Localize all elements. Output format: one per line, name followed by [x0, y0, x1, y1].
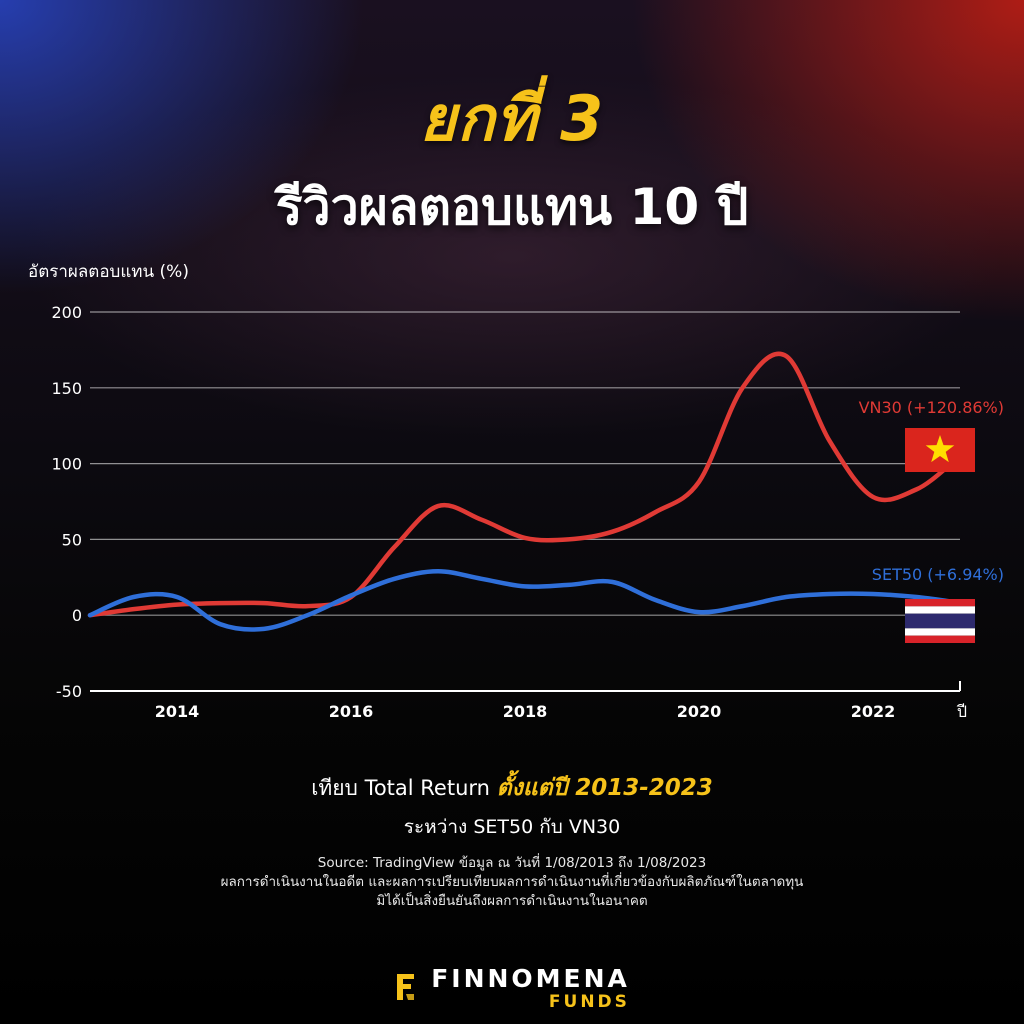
thailand-flag [905, 599, 975, 607]
y-tick-label: -50 [56, 682, 82, 701]
finnomena-f-icon [397, 973, 415, 1000]
brand-title: FINNOMENA [431, 964, 630, 993]
subhead: รีวิวผลตอบแทน 10 ปี [275, 178, 749, 236]
thailand-flag-stripe [905, 635, 975, 643]
brand-subtitle: FUNDS [548, 992, 630, 1012]
x-tick-label: 2020 [677, 702, 722, 721]
y-tick-label: 200 [51, 303, 82, 322]
y-tick-label: 50 [62, 530, 82, 549]
vietnam-flag-star [925, 435, 955, 463]
y-axis-label: อัตราผลตอบแทน (%) [28, 262, 189, 282]
disclaimer-line-1: ผลการดำเนินงานในอดีต และผลการเปรียบเทียบ… [220, 874, 804, 890]
vn30-line [87, 351, 954, 618]
thailand-flag-stripe [905, 628, 975, 636]
source-line: Source: TradingView ข้อมูล ณ วันที่ 1/08… [317, 855, 707, 871]
vn30-label: VN30 (+120.86%) [859, 398, 1004, 417]
thailand-flag-stripe [905, 606, 975, 614]
x-tick-label: 2016 [329, 702, 374, 721]
caption-period: ตั้งแต่ปี 2013-2023 [496, 775, 713, 801]
x-tick-label: 2022 [851, 702, 896, 721]
brand-logo: FINNOMENA FUNDS [0, 966, 1024, 1011]
headline: ยกที่ 3 [419, 82, 605, 155]
set50-label: SET50 (+6.94%) [872, 565, 1004, 584]
caption-prefix: เทียบ Total Return [311, 776, 497, 800]
y-tick-label: 150 [51, 379, 82, 398]
x-tick-label: 2018 [503, 702, 548, 721]
source-note: Source: TradingView ข้อมูล ณ วันที่ 1/08… [0, 854, 1024, 911]
x-tick-label: 2014 [155, 702, 200, 721]
set50-line [87, 568, 954, 632]
x-axis-label: ปี [957, 702, 968, 721]
line-chart: 200 150 100 50 0 -50 2014 2016 2018 2020 2022 ปี VN3… [51, 303, 1004, 721]
thailand-flag-stripe [905, 613, 975, 629]
y-tick-label: 100 [51, 455, 82, 474]
comparison-caption: เทียบ Total Return ตั้งแต่ปี 2013-2023 [0, 770, 1024, 806]
disclaimer-line-2: มิได้เป็นสิ่งยืนยันถึงผลการดำเนินงานในอน… [376, 893, 648, 909]
comparison-subcaption: ระหว่าง SET50 กับ VN30 [403, 816, 621, 838]
y-tick-label: 0 [72, 606, 82, 625]
brand-name: FINNOMENA FUNDS [431, 966, 630, 1011]
